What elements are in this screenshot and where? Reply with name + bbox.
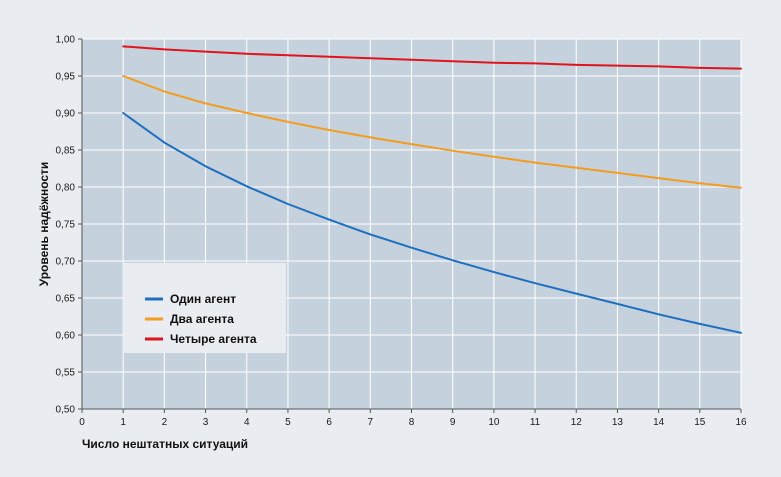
y-tick-label: 0,65 <box>56 294 76 305</box>
x-tick-label: 15 <box>694 417 706 428</box>
x-tick-label: 13 <box>612 417 624 428</box>
x-tick-labels: 0 1 2 3 4 5 6 7 8 9 10 11 12 13 14 15 16 <box>79 409 747 428</box>
x-tick-label: 8 <box>409 417 415 428</box>
y-tick-label: 0,70 <box>56 257 76 268</box>
legend-label-2: Два агента <box>170 312 234 326</box>
grid-lines <box>82 38 742 409</box>
x-tick-label: 5 <box>285 417 291 428</box>
y-tick-label: 0,85 <box>56 146 76 157</box>
x-tick-label: 7 <box>368 417 374 428</box>
legend-label-3: Четыре агента <box>170 332 257 346</box>
y-axis-title: Уровень надёжности <box>37 162 51 287</box>
x-tick-label: 11 <box>530 417 541 428</box>
series-line-3 <box>122 45 742 70</box>
legend-label-1: Один агент <box>170 292 236 306</box>
y-tick-label: 0,55 <box>56 368 76 379</box>
x-tick-label: 3 <box>203 417 209 428</box>
legend: Один агент Два агента Четыре агента <box>123 263 286 353</box>
y-tick-label: 0,50 <box>56 405 76 416</box>
y-tick-label: 1,00 <box>56 35 76 46</box>
series-line-1 <box>122 112 742 334</box>
x-axis-title: Число нештатных ситуаций <box>82 437 248 451</box>
x-tick-label: 10 <box>488 417 500 428</box>
x-tick-label: 0 <box>79 417 85 428</box>
x-tick-label: 16 <box>735 417 747 428</box>
x-tick-label: 12 <box>571 417 583 428</box>
x-tick-label: 9 <box>450 417 456 428</box>
x-tick-label: 14 <box>653 417 665 428</box>
y-tick-label: 0,90 <box>56 109 76 120</box>
y-tick-label: 0,75 <box>56 220 76 231</box>
x-tick-label: 4 <box>244 417 250 428</box>
y-tick-labels: 0,50 0,55 0,60 0,65 0,70 0,75 0,80 0,85 0,90 0,95… <box>56 35 82 416</box>
y-tick-label: 0,95 <box>56 72 76 83</box>
y-tick-label: 0,80 <box>56 183 76 194</box>
y-tick-label: 0,60 <box>56 331 76 342</box>
x-tick-label: 1 <box>120 417 126 428</box>
x-tick-label: 6 <box>326 417 332 428</box>
series-lines <box>122 45 742 334</box>
series-line-2 <box>122 75 742 189</box>
x-tick-label: 2 <box>162 417 168 428</box>
